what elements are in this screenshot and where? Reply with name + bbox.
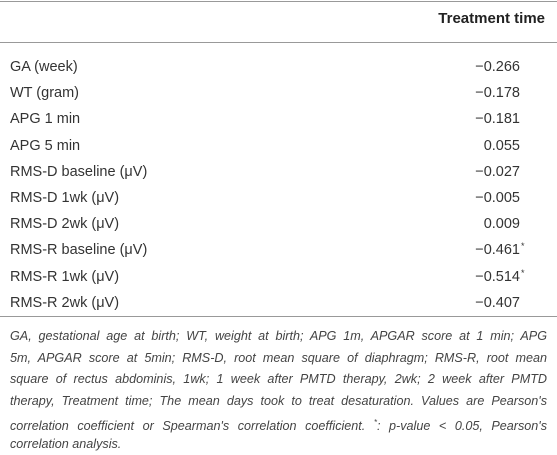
footnote: GA, gestational age at birth; WT, weight… [10, 326, 547, 455]
top-rule [0, 1, 557, 2]
footnote-text: GA, gestational age at birth; WT, weight… [10, 329, 547, 343]
row-label: WT (gram) [10, 80, 79, 106]
table-row: WT (gram) −0.178 [0, 80, 557, 106]
footnote-line: correlation analysis. [10, 434, 547, 455]
row-label: RMS-R 1wk (μV) [10, 264, 119, 290]
row-label: APG 5 min [10, 133, 80, 159]
table-row: APG 5 min 0.055 [0, 133, 557, 159]
footnote-line: 5m, APGAR score at 5min; RMS-D, root mea… [10, 348, 547, 370]
footnote-line: correlation coefficient or Spearman's co… [10, 412, 547, 434]
footnote-text: : p-value < 0.05, Pearson's [377, 419, 547, 433]
cell-value: −0.005 [475, 185, 520, 211]
row-label: RMS-R 2wk (μV) [10, 290, 119, 316]
row-label: RMS-D baseline (μV) [10, 159, 147, 185]
cell-value: 0.009 [484, 211, 520, 237]
cell-value: −0.027 [475, 159, 520, 185]
cell-value: −0.178 [475, 80, 520, 106]
bottom-rule [0, 316, 557, 317]
cell-value: −0.514 [475, 264, 520, 290]
row-label: RMS-D 1wk (μV) [10, 185, 119, 211]
table-row: RMS-R 2wk (μV) −0.407 [0, 290, 557, 316]
table-row: RMS-R 1wk (μV) −0.514* [0, 264, 557, 290]
row-label: RMS-R baseline (μV) [10, 237, 147, 263]
column-header: Treatment time [438, 10, 545, 27]
significance-mark: * [521, 237, 525, 255]
footnote-text: therapy, Treatment time; The mean days t… [10, 394, 547, 408]
cell-value: 0.055 [484, 133, 520, 159]
footnote-line: therapy, Treatment time; The mean days t… [10, 391, 547, 413]
table-row: GA (week) −0.266 [0, 54, 557, 80]
row-label: GA (week) [10, 54, 78, 80]
cell-value: −0.461 [475, 237, 520, 263]
cell-value: −0.181 [475, 106, 520, 132]
cell-value: −0.407 [475, 290, 520, 316]
footnote-line: square of rectus abdominis, 1wk; 1 week … [10, 369, 547, 391]
footnote-text: 5m, APGAR score at 5min; RMS-D, root mea… [10, 351, 547, 365]
table-row: RMS-D 1wk (μV) −0.005 [0, 185, 557, 211]
footnote-text: correlation analysis. [10, 437, 121, 451]
footnote-text: square of rectus abdominis, 1wk; 1 week … [10, 372, 547, 386]
row-label: RMS-D 2wk (μV) [10, 211, 119, 237]
cell-value: −0.266 [475, 54, 520, 80]
table-row: RMS-R baseline (μV) −0.461* [0, 237, 557, 263]
table-row: RMS-D 2wk (μV) 0.009 [0, 211, 557, 237]
footnote-text: correlation coefficient or Spearman's co… [10, 419, 374, 433]
row-label: APG 1 min [10, 106, 80, 132]
significance-mark: * [521, 264, 525, 282]
table-row: APG 1 min −0.181 [0, 106, 557, 132]
header-rule [0, 42, 557, 43]
table-row: RMS-D baseline (μV) −0.027 [0, 159, 557, 185]
footnote-line: GA, gestational age at birth; WT, weight… [10, 326, 547, 348]
